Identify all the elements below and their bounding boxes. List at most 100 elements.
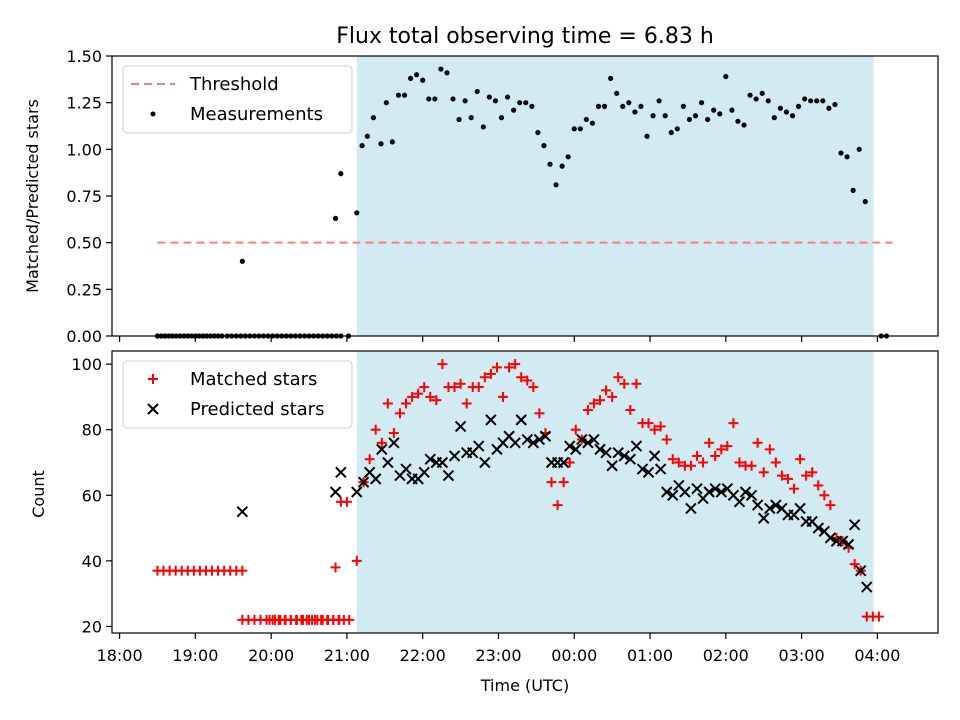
bottom-y-axis-label: Count bbox=[29, 470, 48, 518]
matched-star-point bbox=[534, 408, 545, 419]
predicted-star-point bbox=[836, 535, 849, 547]
predicted-star-point bbox=[576, 433, 588, 446]
measurement-point bbox=[698, 100, 705, 106]
top-ytick-label: 0.00 bbox=[66, 327, 102, 346]
matched-star-point bbox=[388, 427, 399, 438]
measurement-point bbox=[844, 154, 850, 160]
measurement-point bbox=[450, 96, 456, 102]
predicted-star-point bbox=[236, 505, 249, 518]
measurement-point bbox=[583, 116, 589, 123]
matched-star-point bbox=[382, 398, 393, 409]
measurement-point bbox=[541, 143, 547, 149]
predicted-star-point bbox=[388, 437, 400, 449]
measurement-point bbox=[354, 210, 360, 216]
xtick-label: 00:00 bbox=[551, 646, 597, 665]
matched-star-point bbox=[873, 611, 884, 622]
predicted-star-point bbox=[757, 512, 770, 524]
matched-star-point bbox=[752, 437, 763, 448]
matched-star-point bbox=[643, 418, 654, 429]
measurement-point bbox=[438, 66, 444, 72]
measurement-point bbox=[504, 94, 511, 100]
predicted-star-point bbox=[509, 437, 521, 449]
bottom-axis-ticks: 20 40 60 80 100 18:00 19:00 20:00 21:00 22:00 23:0… bbox=[71, 355, 900, 665]
predicted-star-point bbox=[376, 443, 388, 456]
matched-star-point bbox=[825, 500, 836, 511]
measurement-point bbox=[444, 70, 450, 76]
measurement-point bbox=[492, 98, 499, 104]
matched-star-point bbox=[595, 395, 606, 406]
predicted-star-point bbox=[594, 443, 606, 456]
predicted-star-point bbox=[335, 466, 347, 479]
measurement-point bbox=[838, 150, 844, 156]
bottom-ytick-label: 80 bbox=[82, 421, 102, 440]
measurement-point bbox=[359, 143, 365, 149]
predicted-star-point bbox=[648, 450, 661, 462]
matched-star-point bbox=[479, 372, 490, 383]
measurement-point bbox=[239, 258, 245, 264]
matched-star-point bbox=[722, 441, 733, 452]
measurements-series bbox=[154, 66, 890, 339]
measurement-point bbox=[364, 133, 370, 139]
matched-star-point bbox=[341, 496, 352, 507]
legend-matched-label: Matched stars bbox=[190, 369, 317, 390]
matched-star-point bbox=[376, 437, 387, 448]
measurement-point bbox=[589, 120, 596, 126]
matched-star-point bbox=[455, 378, 466, 389]
measurement-point bbox=[407, 75, 414, 81]
count-panel: 20 40 60 80 100 18:00 19:00 20:00 21:00 22:00 23:0… bbox=[29, 350, 939, 695]
matched-star-point bbox=[364, 454, 375, 465]
measurement-point bbox=[711, 107, 717, 113]
legend-measurements-label: Measurements bbox=[190, 104, 323, 125]
xtick-label: 02:00 bbox=[703, 646, 749, 665]
matched-star-point bbox=[758, 467, 769, 478]
measurement-point bbox=[820, 98, 826, 104]
measurement-point bbox=[420, 77, 426, 83]
predicted-star-point bbox=[794, 502, 806, 515]
predicted-star-point bbox=[485, 414, 497, 426]
xtick-label: 21:00 bbox=[324, 646, 370, 665]
matched-star-point bbox=[770, 457, 781, 468]
predicted-star-point bbox=[739, 486, 752, 498]
predicted-star-point bbox=[533, 433, 546, 446]
matched-star-point bbox=[655, 421, 666, 432]
predicted-star-point bbox=[357, 476, 370, 488]
measurement-point bbox=[650, 113, 656, 119]
predicted-star-point bbox=[582, 437, 594, 449]
matched-star-point bbox=[334, 614, 345, 625]
measurement-point bbox=[426, 96, 432, 102]
chart-title: Flux total observing time = 6.83 h bbox=[336, 24, 714, 49]
predicted-star-point bbox=[329, 486, 342, 498]
measurement-point bbox=[680, 103, 686, 109]
matched-star-point bbox=[425, 391, 436, 402]
matched-star-point bbox=[546, 477, 557, 488]
matched-star-point bbox=[807, 467, 818, 478]
predicted-star-point bbox=[770, 499, 782, 511]
predicted-star-point bbox=[667, 489, 679, 501]
measurement-point bbox=[674, 126, 680, 132]
measurement-point bbox=[511, 107, 517, 113]
measurement-point bbox=[753, 96, 759, 102]
predicted-star-point bbox=[351, 486, 363, 498]
predicted-star-point bbox=[733, 496, 746, 508]
predicted-star-point bbox=[812, 522, 824, 534]
matched-star-point bbox=[728, 418, 739, 429]
matched-star-point bbox=[370, 424, 381, 435]
predicted-star-point bbox=[382, 456, 394, 469]
measurement-point bbox=[826, 105, 832, 111]
measurement-point bbox=[601, 103, 608, 109]
predicted-star-point bbox=[570, 443, 582, 456]
measurement-point bbox=[547, 161, 553, 167]
matched-star-point bbox=[673, 457, 684, 468]
measurement-point bbox=[626, 100, 632, 106]
measurement-point bbox=[614, 90, 620, 96]
predicted-star-point bbox=[703, 486, 715, 498]
legend-threshold-label: Threshold bbox=[189, 74, 279, 95]
bottom-ytick-label: 100 bbox=[71, 355, 102, 374]
predicted-star-point bbox=[661, 486, 673, 498]
bottom-legend: Matched stars Predicted stars bbox=[122, 360, 353, 429]
matched-star-point bbox=[819, 490, 830, 501]
measurement-point bbox=[735, 118, 741, 124]
predicted-star-point bbox=[473, 440, 485, 452]
matched-star-point bbox=[351, 555, 362, 566]
matched-star-point bbox=[704, 437, 715, 448]
